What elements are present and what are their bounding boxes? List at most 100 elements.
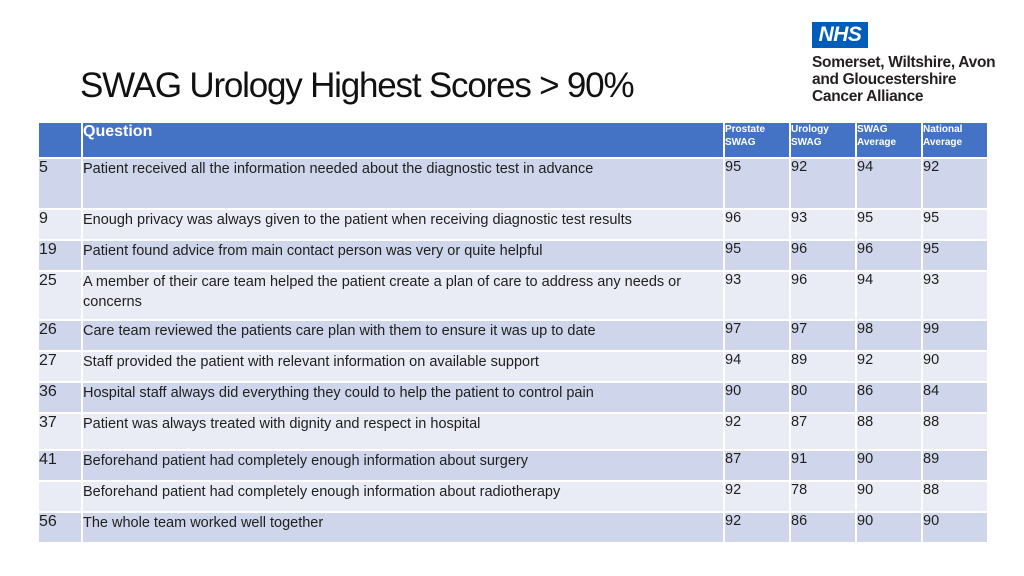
row-national-average: 95 <box>921 208 989 241</box>
alliance-line-3: Cancer Alliance <box>812 88 924 105</box>
row-question: Patient received all the information nee… <box>81 157 725 210</box>
row-urology: 86 <box>789 511 857 544</box>
row-number: 41 <box>37 449 83 482</box>
table-row: 26 Care team reviewed the patients care … <box>37 319 989 352</box>
row-urology: 92 <box>789 157 857 210</box>
row-number: 36 <box>37 381 83 414</box>
row-swag-average: 88 <box>855 412 923 451</box>
header-swag-average: SWAG Average <box>855 121 923 159</box>
header-national-line-2: Average <box>923 137 963 148</box>
alliance-line-2: and Gloucestershire <box>812 71 957 88</box>
row-prostate: 92 <box>723 480 791 513</box>
row-prostate: 94 <box>723 350 791 383</box>
row-urology: 93 <box>789 208 857 241</box>
row-urology: 80 <box>789 381 857 414</box>
header-urology-swag: Urology SWAG <box>789 121 857 159</box>
row-national-average: 89 <box>921 449 989 482</box>
row-question: Enough privacy was always given to the p… <box>81 208 725 241</box>
row-number: 56 <box>37 511 83 544</box>
table-row: 27 Staff provided the patient with relev… <box>37 350 989 383</box>
row-question: Patient was always treated with dignity … <box>81 412 725 451</box>
row-number: 26 <box>37 319 83 352</box>
row-question: A member of their care team helped the p… <box>81 270 725 321</box>
header-prostate-swag: Prostate SWAG <box>723 121 791 159</box>
row-national-average: 84 <box>921 381 989 414</box>
row-swag-average: 92 <box>855 350 923 383</box>
header-number <box>37 121 83 159</box>
row-national-average: 90 <box>921 350 989 383</box>
table-row: 36 Hospital staff always did everything … <box>37 381 989 414</box>
table-row: 9 Enough privacy was always given to the… <box>37 208 989 241</box>
row-urology: 87 <box>789 412 857 451</box>
row-prostate: 95 <box>723 157 791 210</box>
row-prostate: 92 <box>723 412 791 451</box>
table-header-row: Question Prostate SWAG Urology SWAG SWAG… <box>37 121 989 159</box>
row-question: Beforehand patient had completely enough… <box>81 480 725 513</box>
nhs-logo: NHS <box>812 22 868 48</box>
row-prostate: 90 <box>723 381 791 414</box>
row-number <box>37 480 83 513</box>
row-urology: 96 <box>789 270 857 321</box>
alliance-name: Somerset, Wiltshire, Avon and Gloucester… <box>812 54 1012 105</box>
row-swag-average: 95 <box>855 208 923 241</box>
row-national-average: 92 <box>921 157 989 210</box>
row-swag-average: 98 <box>855 319 923 352</box>
row-national-average: 93 <box>921 270 989 321</box>
row-prostate: 96 <box>723 208 791 241</box>
row-swag-average: 90 <box>855 480 923 513</box>
table-row: 56 The whole team worked well together 9… <box>37 511 989 544</box>
header-swag-line-2: Average <box>857 137 897 148</box>
row-question: Hospital staff always did everything the… <box>81 381 725 414</box>
row-number: 19 <box>37 239 83 272</box>
row-swag-average: 86 <box>855 381 923 414</box>
row-number: 27 <box>37 350 83 383</box>
row-number: 37 <box>37 412 83 451</box>
row-urology: 97 <box>789 319 857 352</box>
header-urology-line-1: Urology <box>791 124 829 135</box>
table-row: 41 Beforehand patient had completely eno… <box>37 449 989 482</box>
row-prostate: 93 <box>723 270 791 321</box>
row-prostate: 92 <box>723 511 791 544</box>
row-swag-average: 96 <box>855 239 923 272</box>
row-prostate: 87 <box>723 449 791 482</box>
nhs-cancer-alliance-logo: NHS Somerset, Wiltshire, Avon and Glouce… <box>812 22 1012 112</box>
row-prostate: 95 <box>723 239 791 272</box>
row-number: 25 <box>37 270 83 321</box>
header-urology-line-2: SWAG <box>791 137 822 148</box>
row-swag-average: 90 <box>855 449 923 482</box>
table-row: Beforehand patient had completely enough… <box>37 480 989 513</box>
row-question: Care team reviewed the patients care pla… <box>81 319 725 352</box>
row-national-average: 95 <box>921 239 989 272</box>
header-prostate-line-2: SWAG <box>725 137 756 148</box>
row-swag-average: 90 <box>855 511 923 544</box>
row-question: Beforehand patient had completely enough… <box>81 449 725 482</box>
row-urology: 96 <box>789 239 857 272</box>
row-swag-average: 94 <box>855 270 923 321</box>
table-row: 25 A member of their care team helped th… <box>37 270 989 321</box>
header-national-line-1: National <box>923 124 963 135</box>
row-urology: 89 <box>789 350 857 383</box>
row-urology: 78 <box>789 480 857 513</box>
row-prostate: 97 <box>723 319 791 352</box>
table-row: 19 Patient found advice from main contac… <box>37 239 989 272</box>
row-question: The whole team worked well together <box>81 511 725 544</box>
row-national-average: 88 <box>921 412 989 451</box>
header-question: Question <box>81 121 725 159</box>
header-prostate-line-1: Prostate <box>725 124 766 135</box>
alliance-line-1: Somerset, Wiltshire, Avon <box>812 54 996 71</box>
header-swag-line-1: SWAG <box>857 124 888 135</box>
row-national-average: 90 <box>921 511 989 544</box>
row-number: 9 <box>37 208 83 241</box>
scores-table: Question Prostate SWAG Urology SWAG SWAG… <box>37 121 989 544</box>
table-row: 37 Patient was always treated with digni… <box>37 412 989 451</box>
row-swag-average: 94 <box>855 157 923 210</box>
row-question: Patient found advice from main contact p… <box>81 239 725 272</box>
table-row: 5 Patient received all the information n… <box>37 157 989 210</box>
row-national-average: 99 <box>921 319 989 352</box>
page-title: SWAG Urology Highest Scores > 90% <box>80 66 635 105</box>
row-national-average: 88 <box>921 480 989 513</box>
row-urology: 91 <box>789 449 857 482</box>
row-number: 5 <box>37 157 83 210</box>
header-national-average: National Average <box>921 121 989 159</box>
row-question: Staff provided the patient with relevant… <box>81 350 725 383</box>
